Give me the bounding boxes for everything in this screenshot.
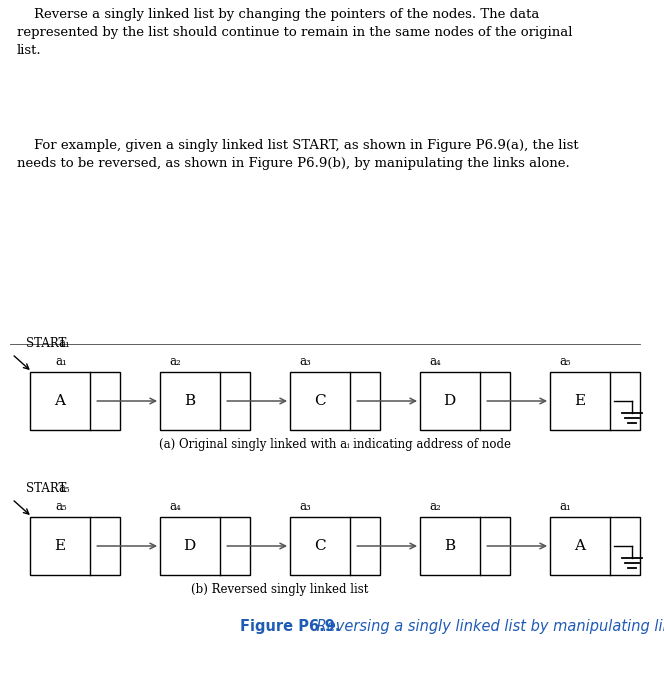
Text: a₃: a₃: [299, 355, 311, 368]
Text: START: START: [26, 482, 66, 495]
Text: a₄: a₄: [169, 500, 181, 513]
Text: a₁: a₁: [559, 500, 571, 513]
Text: a₂: a₂: [429, 500, 441, 513]
Text: a₅: a₅: [58, 482, 70, 495]
Bar: [550, 517, 640, 575]
Text: a₁: a₁: [58, 337, 70, 350]
Text: E: E: [574, 394, 585, 408]
Text: A: A: [54, 394, 65, 408]
Text: Reverse a singly linked list by changing the pointers of the nodes. The data
rep: Reverse a singly linked list by changing…: [17, 8, 572, 57]
Text: Figure P6.9.: Figure P6.9.: [240, 619, 341, 634]
Bar: [290, 517, 380, 575]
Bar: [160, 372, 250, 430]
Bar: [550, 372, 640, 430]
Text: B: B: [444, 539, 456, 553]
Bar: [30, 517, 120, 575]
Text: a₂: a₂: [169, 355, 181, 368]
Text: C: C: [314, 539, 325, 553]
Text: E: E: [54, 539, 65, 553]
Text: a₄: a₄: [429, 355, 441, 368]
Text: Reversing a singly linked list by manipulating links: Reversing a singly linked list by manipu…: [312, 619, 664, 634]
Bar: [30, 372, 120, 430]
Bar: [420, 517, 510, 575]
Text: C: C: [314, 394, 325, 408]
Bar: [420, 372, 510, 430]
Text: START: START: [26, 337, 66, 350]
Text: D: D: [183, 539, 196, 553]
Text: a₁: a₁: [55, 355, 67, 368]
Bar: [290, 372, 380, 430]
Text: (b) Reversed singly linked list: (b) Reversed singly linked list: [191, 583, 369, 596]
Text: A: A: [574, 539, 585, 553]
Text: a₅: a₅: [559, 355, 570, 368]
Text: B: B: [184, 394, 195, 408]
Text: a₃: a₃: [299, 500, 311, 513]
Text: (a) Original singly linked with aᵢ indicating address of node: (a) Original singly linked with aᵢ indic…: [159, 438, 511, 451]
Text: D: D: [444, 394, 456, 408]
Text: a₅: a₅: [55, 500, 67, 513]
Bar: [160, 517, 250, 575]
Text: For example, given a singly linked list START, as shown in Figure P6.9(a), the l: For example, given a singly linked list …: [17, 140, 578, 171]
